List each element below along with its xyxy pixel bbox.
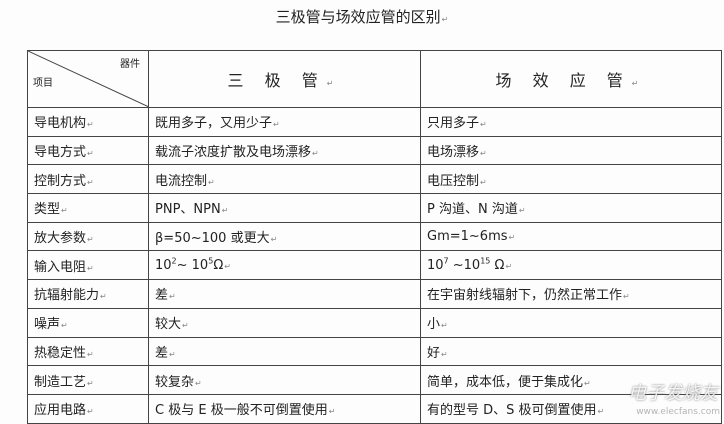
exponent: 2	[171, 257, 177, 267]
range: ~ 10	[176, 258, 209, 274]
cell-item: 应用电路	[27, 393, 149, 424]
cell-fet: 只用多子	[420, 107, 722, 137]
unit: Ω	[490, 258, 505, 274]
diagonal-line	[28, 51, 148, 107]
table-row: 输入电阻102~ 105Ω107 ~1015 Ω	[27, 250, 722, 281]
cell-bjt: 102~ 105Ω	[148, 250, 421, 281]
cell-item: 控制方式	[27, 164, 149, 195]
cell-text: 载流子浓度扩散及电场漂移	[155, 145, 319, 160]
cell-text: 既用多子，又用少子	[155, 116, 280, 131]
corner-label-item: 项目	[33, 78, 53, 89]
cell-bjt: 较复杂	[148, 365, 421, 395]
document-title: 三极管与场效应管的区别	[0, 6, 724, 27]
cell-text: 好	[427, 346, 448, 361]
cell-text: 类型	[34, 202, 68, 217]
cell-fet: 107 ~1015 Ω	[420, 250, 722, 281]
cell-item: 导电方式	[27, 135, 149, 166]
exponent: 15	[480, 257, 491, 267]
cell-fet: 小	[420, 307, 722, 338]
base: 10	[427, 258, 444, 274]
cell-fet: P 沟道、N 沟道	[420, 193, 722, 223]
cell-text: 只用多子	[427, 116, 487, 131]
cell-text: 电场漂移	[427, 145, 487, 160]
header-bjt-label: 三 极 管	[228, 71, 342, 90]
cell-bjt: β=50~100 或更大	[148, 221, 421, 252]
unit: Ω	[213, 258, 224, 274]
cell-item: 噪声	[27, 307, 149, 338]
header-bjt: 三 极 管	[148, 50, 421, 108]
cell-fet: 电场漂移	[420, 135, 722, 166]
cell-bjt: 差	[148, 336, 421, 367]
cell-text: 102~ 105Ω	[155, 257, 231, 274]
cell-text: 导电方式	[34, 145, 94, 160]
base: 10	[155, 258, 172, 274]
corner-cell: 器件 项目	[27, 50, 149, 108]
cell-item: 热稳定性	[27, 336, 149, 367]
cell-bjt: 较大	[148, 307, 421, 338]
cell-fet: Gm=1~6ms	[420, 221, 722, 252]
cell-text: 输入电阻	[34, 260, 94, 275]
cell-bjt: 既用多子，又用少子	[148, 107, 421, 137]
cell-bjt: 差	[148, 279, 421, 309]
cell-item: 类型	[27, 193, 149, 223]
watermark-url: www.elecfans.com	[636, 407, 720, 417]
table-row: 热稳定性 差 好	[27, 336, 722, 367]
cell-fet: 电压控制	[420, 164, 722, 195]
cell-text: β=50~100 或更大	[155, 231, 277, 246]
cell-item: 输入电阻	[27, 250, 149, 281]
cell-text: 差	[155, 346, 176, 361]
cell-item: 抗辐射能力	[27, 279, 149, 309]
cell-text: 热稳定性	[34, 346, 94, 361]
cell-text: 噪声	[34, 317, 68, 332]
cell-text: 差	[155, 288, 176, 303]
cell-text: 制造工艺	[34, 375, 94, 390]
cell-text: 有的型号 D、S 极可倒置使用	[427, 403, 604, 418]
cell-bjt: 载流子浓度扩散及电场漂移	[148, 135, 421, 166]
cell-text: 导电机构	[34, 116, 94, 131]
corner-label-device: 器件	[120, 59, 140, 70]
table-row: 类型 PNP、NPN P 沟道、N 沟道	[27, 193, 722, 223]
cell-item: 放大参数	[27, 221, 149, 252]
cell-text: 放大参数	[34, 231, 94, 246]
cell-text: P 沟道、N 沟道	[427, 202, 526, 217]
cell-bjt: C 极与 E 极一般不可倒置使用	[148, 393, 421, 424]
cell-text: 在宇宙射线辐射下，仍然正常工作	[427, 288, 630, 303]
cell-text: 107 ~1015 Ω	[427, 257, 512, 274]
cell-fet: 好	[420, 336, 722, 367]
header-fet-label: 场 效 应 管	[496, 71, 647, 90]
cell-fet: 在宇宙射线辐射下，仍然正常工作	[420, 279, 722, 309]
cell-item: 制造工艺	[27, 365, 149, 395]
cell-text: 应用电路	[34, 403, 94, 418]
cell-bjt: PNP、NPN	[148, 193, 421, 223]
cell-fet: 简单，成本低，便于集成化	[420, 365, 722, 395]
cell-text: Gm=1~6ms	[427, 229, 515, 244]
cell-text: 电流控制	[155, 174, 215, 189]
table-row: 噪声 较大 小	[27, 307, 722, 338]
cell-text: 控制方式	[34, 174, 94, 189]
cell-text: 较复杂	[155, 375, 202, 390]
exponent: 7	[443, 257, 449, 267]
cell-text: 小	[427, 317, 448, 332]
cell-text: 抗辐射能力	[34, 288, 107, 303]
table-row: 应用电路 C 极与 E 极一般不可倒置使用 有的型号 D、S 极可倒置使用	[27, 393, 722, 424]
table-row: 控制方式 电流控制 电压控制	[27, 164, 722, 195]
header-fet: 场 效 应 管	[420, 50, 722, 108]
cell-text: C 极与 E 极一般不可倒置使用	[155, 403, 335, 418]
cell-text: 电压控制	[427, 174, 487, 189]
header-row: 器件 项目 三 极 管 场 效 应 管	[27, 50, 722, 108]
cell-bjt: 电流控制	[148, 164, 421, 195]
cell-text: 较大	[155, 317, 189, 332]
cell-text: 简单，成本低，便于集成化	[427, 375, 591, 390]
cell-item: 导电机构	[27, 107, 149, 137]
table-row: 放大参数 β=50~100 或更大 Gm=1~6ms	[27, 221, 722, 252]
watermark-logo: 电子发烧友	[628, 383, 718, 404]
table-row: 导电方式 载流子浓度扩散及电场漂移 电场漂移	[27, 135, 722, 166]
table-row: 导电机构 既用多子，又用少子 只用多子	[27, 107, 722, 137]
table-row: 制造工艺 较复杂 简单，成本低，便于集成化	[27, 365, 722, 395]
cell-text: PNP、NPN	[155, 202, 228, 217]
table-row: 抗辐射能力 差 在宇宙射线辐射下，仍然正常工作	[27, 279, 722, 309]
exponent: 5	[208, 257, 214, 267]
range: ~10	[448, 258, 481, 274]
comparison-table: 器件 项目 三 极 管 场 效 应 管 导电机构 既用多子，又用少子 只用多子导电方…	[27, 50, 722, 424]
